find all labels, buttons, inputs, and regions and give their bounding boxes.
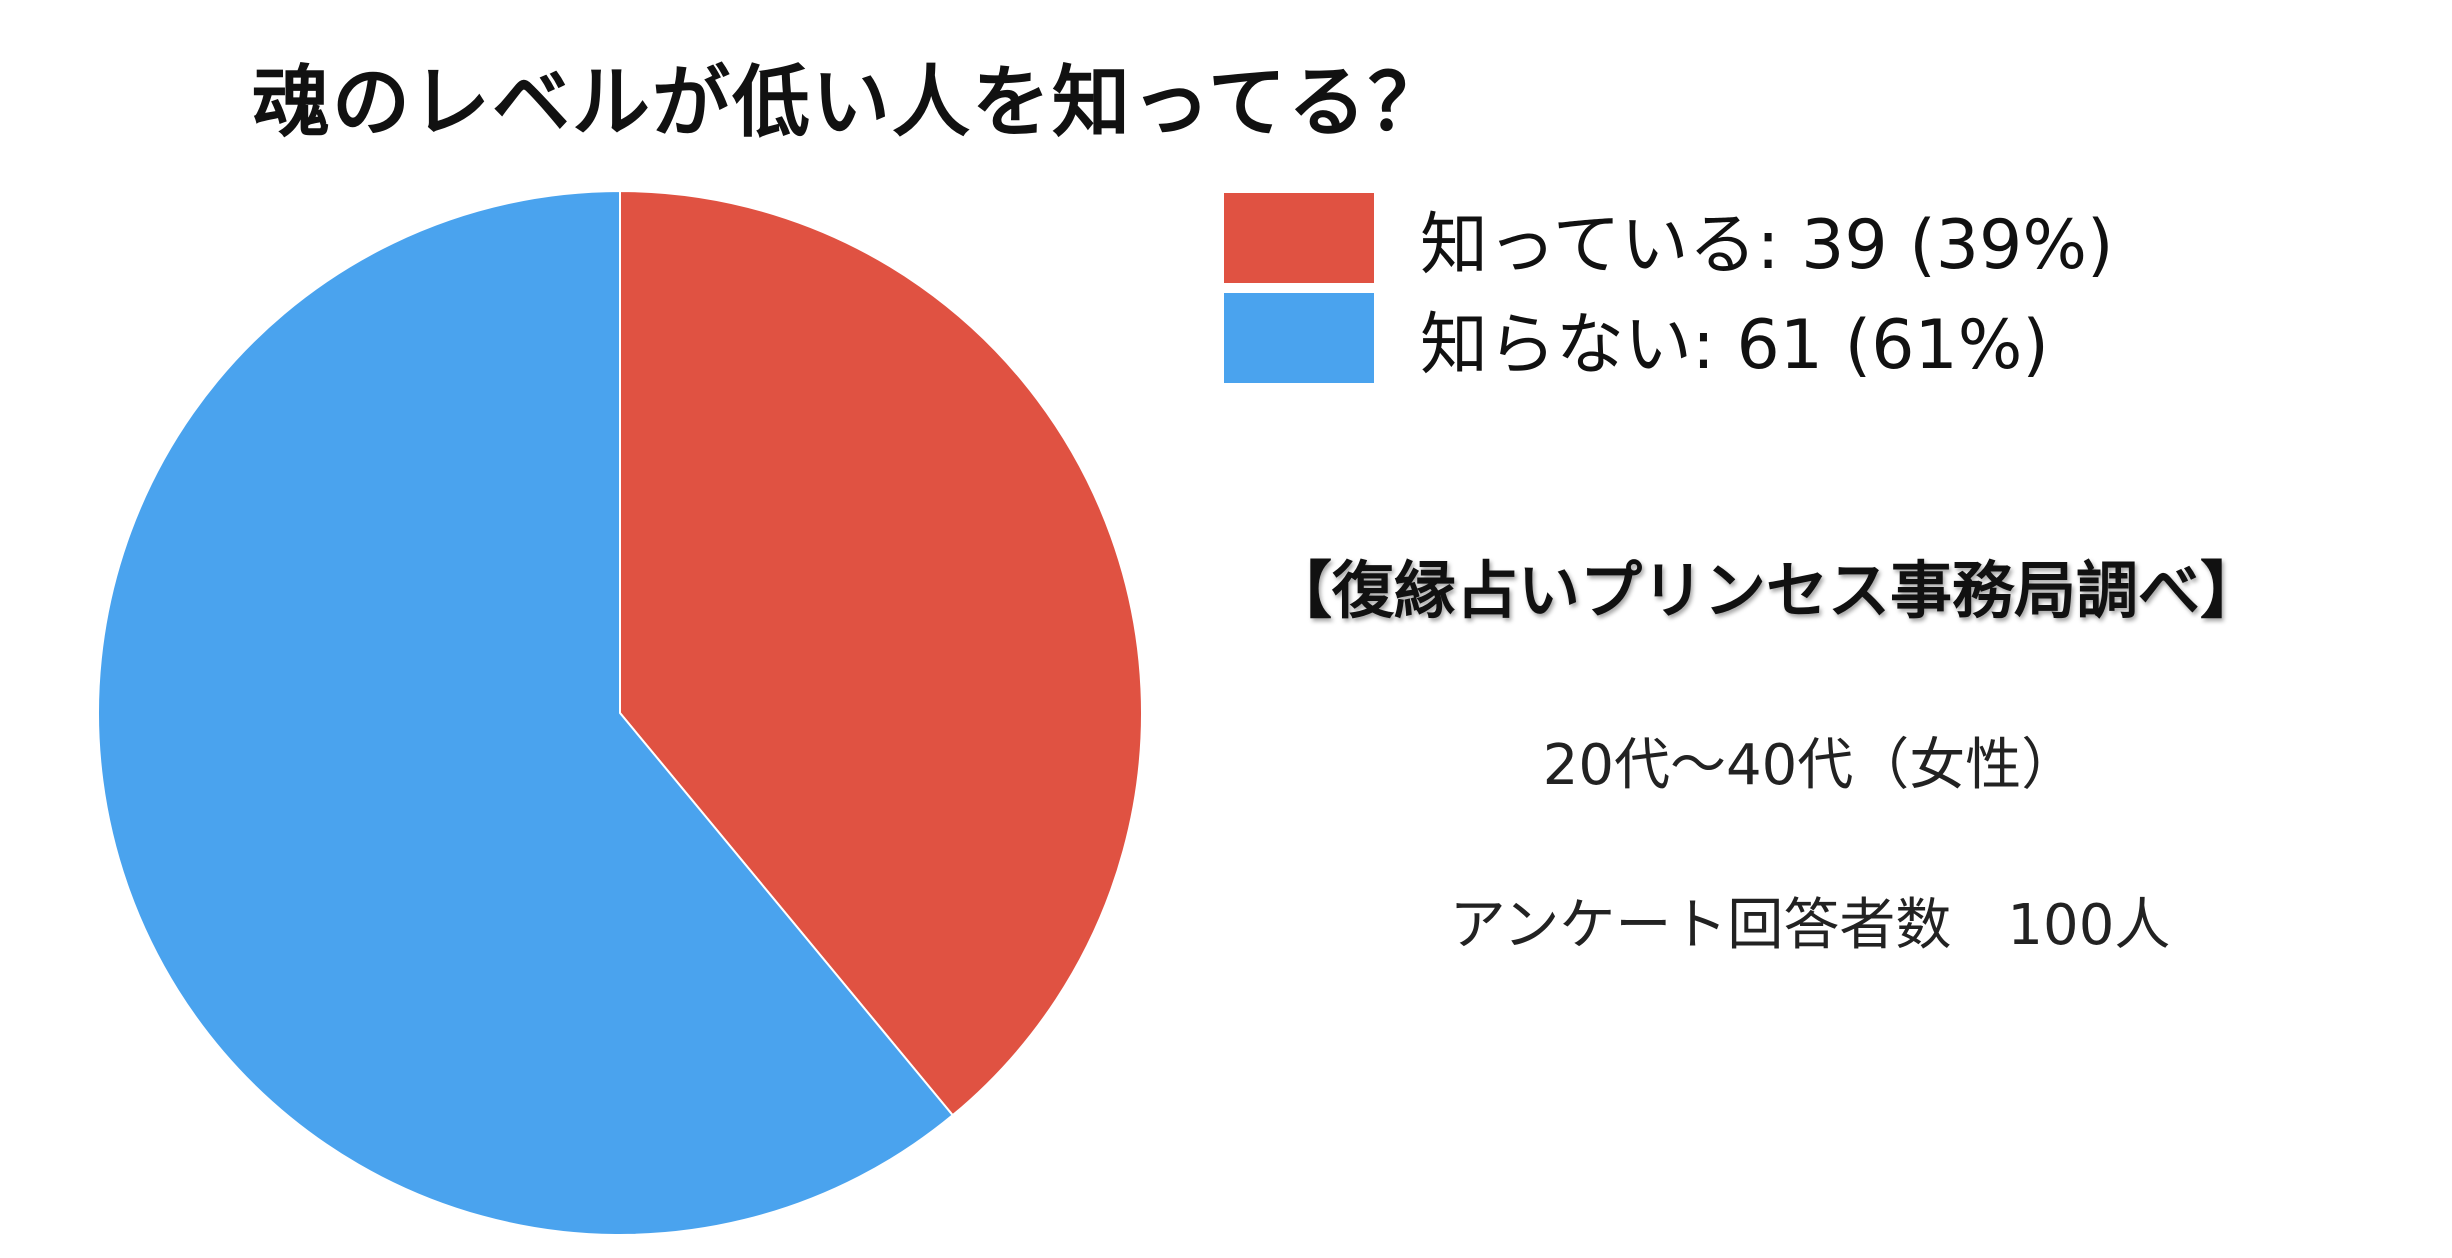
pie-slice-unknown — [97, 189, 955, 1236]
legend-label-unknown: 知らない: 61 (61%) — [1420, 305, 2049, 385]
legend-item-known: 知っている: 39 (39%) — [1224, 188, 2113, 288]
pie-slice-known — [619, 189, 1143, 1117]
age-range-note: 20代〜40代（女性） — [1542, 733, 2078, 798]
pie-chart — [97, 189, 1143, 1236]
legend-swatch-unknown — [1224, 293, 1374, 383]
legend-label-known: 知っている: 39 (39%) — [1420, 205, 2114, 285]
legend: 知っている: 39 (39%) 知らない: 61 (61%) — [1224, 188, 2113, 388]
respondents-note: アンケート回答者数 100人 — [1449, 893, 2171, 958]
chart-title: 魂のレベルが低い人を知ってる？ — [251, 58, 1449, 148]
legend-item-unknown: 知らない: 61 (61%) — [1224, 288, 2113, 388]
source-note: 【復縁占いプリンセス事務局調べ】 — [1270, 554, 2263, 627]
legend-swatch-known — [1224, 193, 1374, 283]
